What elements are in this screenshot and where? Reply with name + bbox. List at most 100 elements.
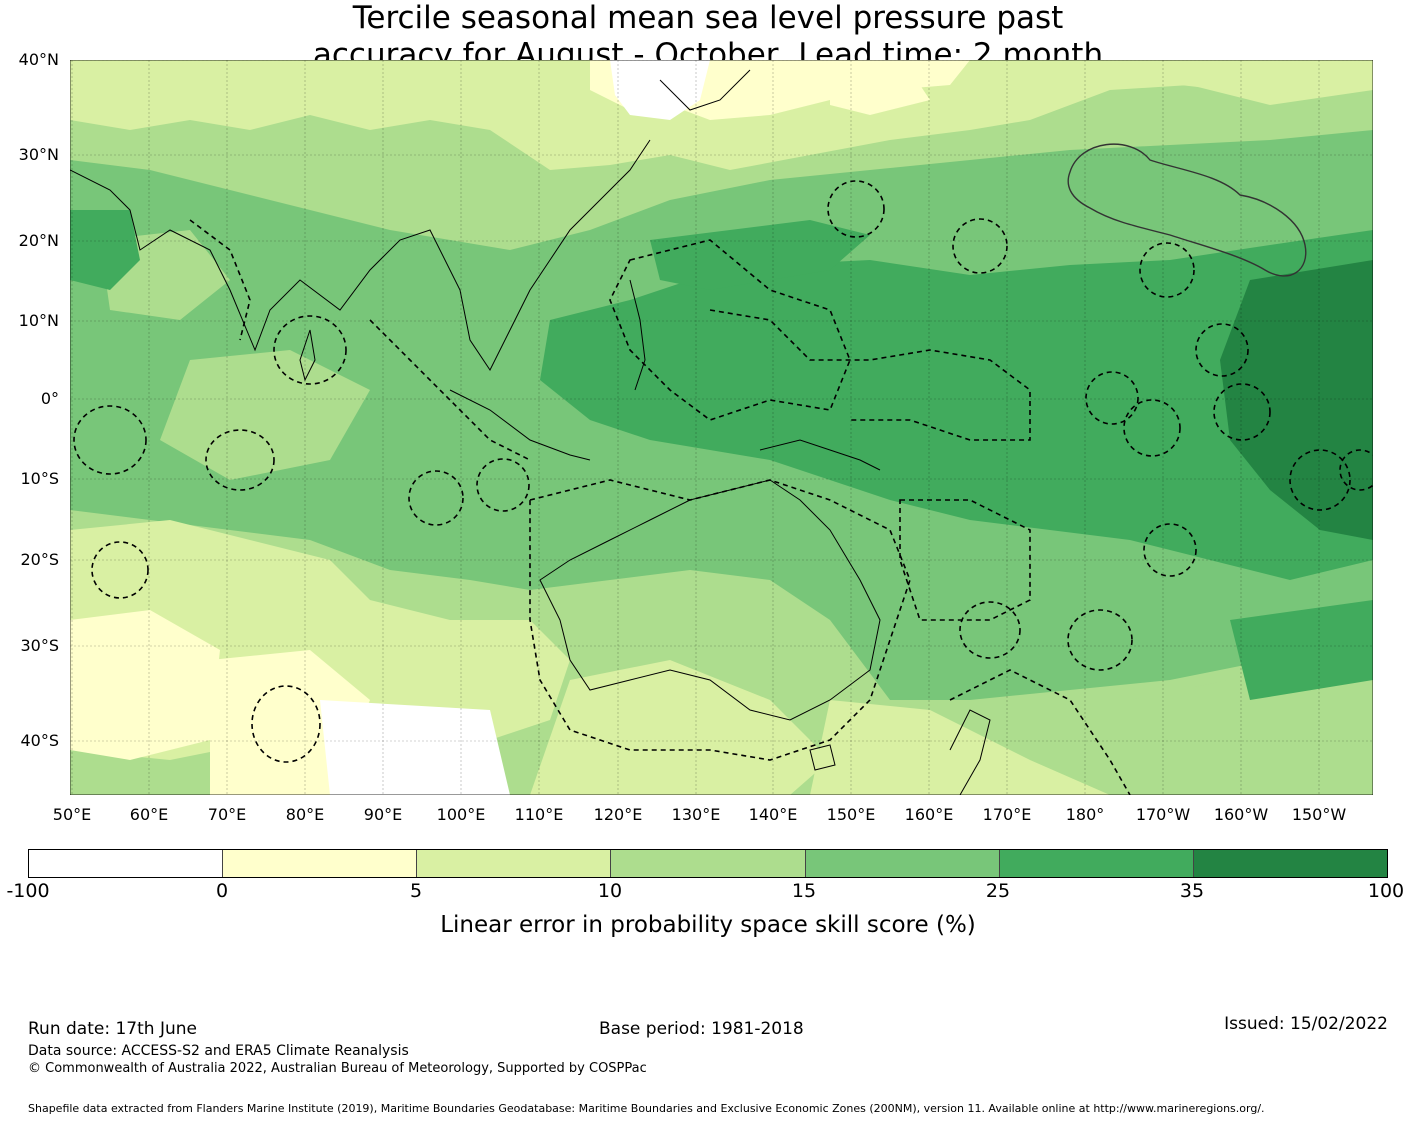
lat-label-10n: 10°N (18, 311, 59, 330)
skill-score-map (70, 60, 1373, 795)
lat-label-40s: 40°S (20, 731, 59, 750)
japan-coastline (659, 69, 751, 111)
colorbar-tick: 100 (1367, 880, 1405, 902)
eez-boundary (1143, 523, 1197, 577)
skill-zone-pacific-high (540, 230, 1373, 580)
eez-boundary (251, 685, 321, 763)
colorbar-tick: 10 (597, 880, 623, 902)
colorbar-segment (999, 850, 1194, 877)
lon-label-110e: 110°E (514, 805, 564, 824)
lat-label-30n: 30°N (18, 145, 59, 164)
lon-label-170e: 170°E (982, 805, 1032, 824)
skill-zone-gulf-high (70, 210, 140, 290)
eez-boundary (1085, 371, 1139, 425)
map-title-line-1: Tercile seasonal mean sea level pressure… (352, 0, 1064, 36)
lon-label-130e: 130°E (671, 805, 721, 824)
eez-boundary (1195, 323, 1249, 377)
colorbar-segment (223, 850, 418, 877)
philippines-coastline (629, 279, 646, 391)
eez-boundary-nz (949, 669, 1131, 795)
lon-label-100e: 100°E (436, 805, 486, 824)
eez-boundary (899, 499, 1031, 621)
lon-label-180: 180° (1065, 805, 1105, 824)
skill-zone-southern-negative (320, 700, 510, 795)
lat-label-equator: 0° (40, 389, 59, 408)
eez-boundary (91, 541, 149, 599)
eez-boundary (1339, 449, 1373, 491)
indonesia-coastline (449, 389, 591, 461)
australia-coastline (539, 479, 881, 721)
asia-coastline (70, 139, 651, 371)
eez-boundary-hawaii (1067, 143, 1307, 277)
eez-boundary (1213, 383, 1271, 441)
skill-zone-ne-pacific-light (1130, 60, 1373, 95)
lon-label-140e: 140°E (748, 805, 798, 824)
lon-label-120e: 120°E (593, 805, 643, 824)
colorbar-segment (29, 850, 224, 877)
skill-zone-south-pacific-mid (1130, 680, 1373, 795)
colorbar-tick: 25 (985, 880, 1011, 902)
coastlines (70, 69, 991, 795)
colorbar (28, 849, 1388, 878)
lat-label-30s: 30°S (20, 636, 59, 655)
map-canvas (70, 60, 1373, 795)
colorbar-tick: 5 (409, 880, 423, 902)
lon-label-170w: 170°W (1135, 805, 1191, 824)
lat-label-10s: 10°S (20, 469, 59, 488)
eez-boundary (369, 319, 531, 461)
eez-boundary (273, 315, 347, 385)
sri-lanka-coastline (299, 329, 316, 382)
colorbar-segment (805, 850, 1000, 877)
lat-label-20n: 20°N (18, 231, 59, 250)
colorbar-segment (1193, 850, 1387, 877)
eez-boundary (1123, 399, 1181, 457)
tasmania-coastline (809, 744, 836, 771)
lon-label-150w: 150°W (1291, 805, 1347, 824)
skill-zone-south-pacific-high (1230, 600, 1373, 700)
eez-boundary (189, 219, 251, 341)
new-guinea-coastline (759, 439, 881, 471)
colorbar-tick: 35 (1179, 880, 1205, 902)
eez-boundary (1289, 449, 1351, 511)
eez-boundary (476, 458, 530, 512)
eez-boundary (952, 218, 1008, 274)
copyright-notice: © Commonwealth of Australia 2022, Austra… (28, 1061, 647, 1076)
new-zealand-coastline (949, 709, 991, 795)
colorbar-label: Linear error in probability space skill … (440, 912, 976, 938)
colorbar-segment (611, 850, 806, 877)
lon-label-160w: 160°W (1213, 805, 1269, 824)
eez-boundary (609, 239, 851, 421)
skill-zone-australia-south (530, 660, 830, 795)
lon-label-150e: 150°E (826, 805, 876, 824)
colorbar-segment (417, 850, 612, 877)
skill-zone-philippine-sea (650, 220, 870, 290)
colorbar-tick: 0 (215, 880, 229, 902)
eez-boundary-australia (529, 479, 911, 761)
lon-label-80e: 80°E (285, 805, 325, 824)
lon-label-50e: 50°E (52, 805, 92, 824)
issued-date: Issued: 15/02/2022 (1224, 1014, 1388, 1034)
map-graticule (70, 60, 1373, 795)
skill-zone-nw-pacific-low (830, 70, 930, 115)
eez-boundary (959, 601, 1021, 659)
lon-label-90e: 90°E (363, 805, 403, 824)
eez-boundary (709, 309, 1031, 441)
eez-boundary (1139, 242, 1195, 298)
run-date: Run date: 17th June (28, 1019, 197, 1039)
lat-label-20s: 20°S (20, 550, 59, 569)
eez-boundary (408, 470, 464, 526)
eez-boundary (1067, 609, 1133, 671)
eez-boundary (827, 180, 885, 238)
skill-zone-tasman-light (810, 700, 1110, 795)
lat-label-40n: 40°N (18, 50, 59, 69)
shapefile-credit: Shapefile data extracted from Flanders M… (28, 1102, 1265, 1115)
lon-label-70e: 70°E (207, 805, 247, 824)
skill-zone-sw-indian-low (70, 610, 220, 760)
colorbar-tick: -100 (6, 880, 50, 902)
lon-label-60e: 60°E (129, 805, 169, 824)
data-source: Data source: ACCESS-S2 and ERA5 Climate … (28, 1043, 409, 1059)
skill-zone-central-pacific-very-high (1220, 260, 1373, 540)
lon-label-160e: 160°E (904, 805, 954, 824)
eez-boundary (205, 429, 275, 491)
eez-boundary (73, 405, 147, 475)
